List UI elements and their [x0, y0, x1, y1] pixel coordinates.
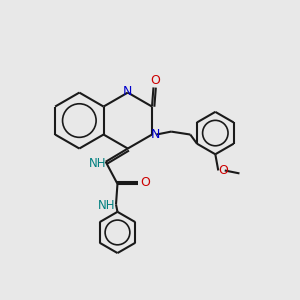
Text: N: N	[123, 85, 133, 98]
Text: NH: NH	[89, 157, 106, 170]
Text: O: O	[140, 176, 150, 189]
Text: O: O	[219, 164, 229, 177]
Text: N: N	[151, 128, 160, 141]
Text: O: O	[150, 74, 160, 88]
Text: NH: NH	[98, 200, 115, 212]
